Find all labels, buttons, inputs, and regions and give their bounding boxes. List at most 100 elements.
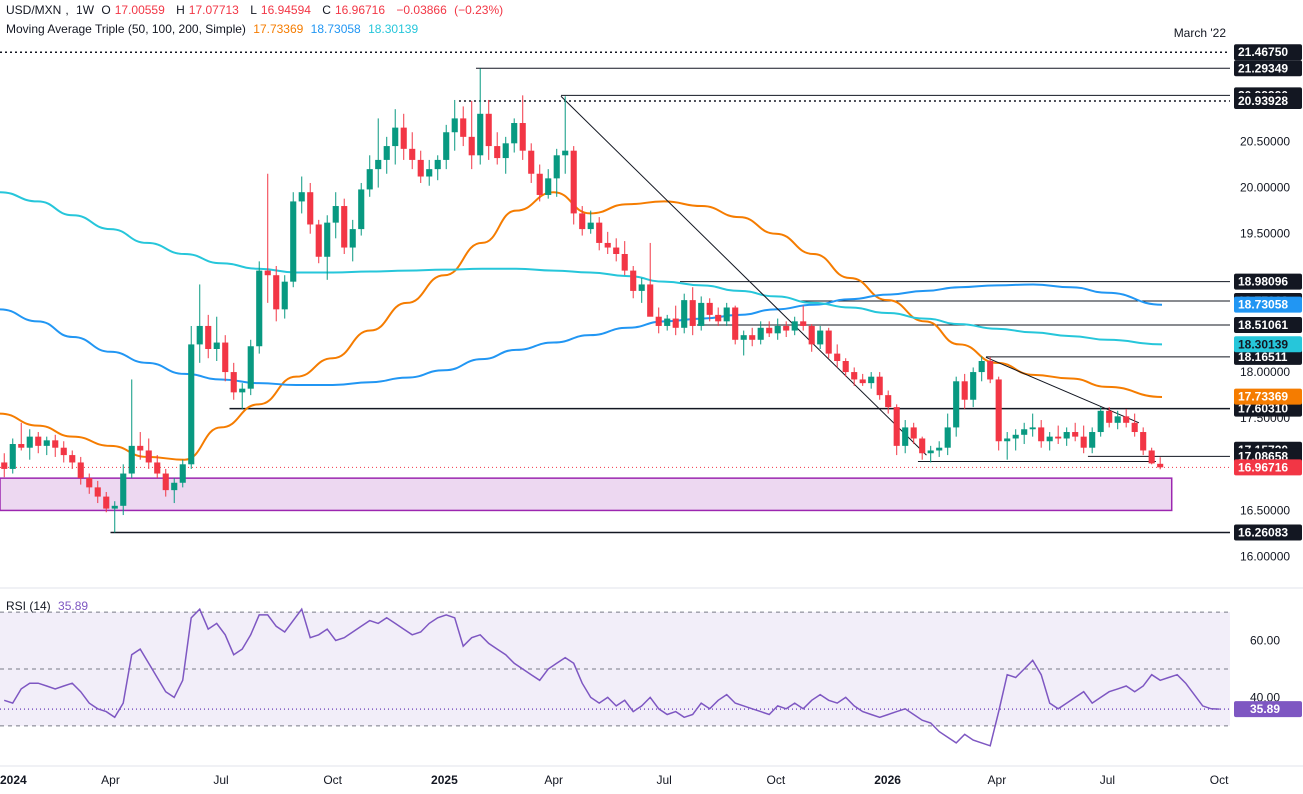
candle-121 bbox=[1029, 413, 1036, 437]
level-badge-8 bbox=[1234, 400, 1302, 417]
candle-111 bbox=[944, 413, 951, 456]
candle-body bbox=[290, 201, 297, 282]
candle-45 bbox=[383, 136, 390, 174]
candle-body bbox=[621, 254, 628, 271]
candle-body bbox=[970, 372, 977, 400]
candle-22 bbox=[188, 325, 195, 469]
candle-body bbox=[383, 146, 390, 160]
candle-body bbox=[120, 473, 127, 506]
candle-20 bbox=[171, 478, 178, 504]
price-badge-label-0: 18.73058 bbox=[1238, 298, 1288, 312]
candle-89 bbox=[757, 321, 764, 345]
candle-body bbox=[893, 407, 900, 446]
candle-112 bbox=[953, 376, 960, 437]
level-badge-label-8: 17.60310 bbox=[1238, 402, 1288, 416]
candle-body bbox=[222, 342, 229, 373]
candle-119 bbox=[1012, 429, 1019, 451]
candle-24 bbox=[205, 314, 212, 359]
candle-body bbox=[927, 450, 934, 454]
candle-body bbox=[740, 335, 747, 340]
candle-body bbox=[196, 325, 203, 345]
candle-134 bbox=[1140, 427, 1147, 456]
candle-51 bbox=[434, 155, 441, 181]
candle-30 bbox=[256, 261, 263, 354]
candle-33 bbox=[281, 275, 288, 319]
level-badge-label-0: 21.46750 bbox=[1238, 45, 1288, 59]
candle-body bbox=[375, 159, 382, 170]
candle-60 bbox=[511, 118, 518, 153]
candle-body bbox=[1097, 410, 1104, 433]
symbol-legend: USD/MXN, 1W O 17.00559 H 17.07713 L 16.9459… bbox=[6, 3, 504, 17]
candle-87 bbox=[740, 330, 747, 356]
candle-body bbox=[1012, 434, 1019, 439]
time-tick-0: 2024 bbox=[0, 773, 27, 787]
candle-92 bbox=[783, 321, 790, 338]
candle-69 bbox=[587, 210, 594, 234]
candle-body bbox=[69, 455, 76, 463]
candle-body bbox=[9, 444, 16, 469]
candle-49 bbox=[417, 150, 424, 183]
time-tick-9: Apr bbox=[988, 773, 1007, 787]
ma100-value: 18.73058 bbox=[310, 22, 361, 36]
rsi-tick-0: 40.00 bbox=[1250, 690, 1280, 704]
price-badge-2 bbox=[1234, 388, 1302, 405]
symbol-name[interactable]: USD/MXN bbox=[6, 3, 62, 17]
candle-58 bbox=[494, 132, 501, 165]
candle-80 bbox=[681, 293, 688, 334]
candle-body bbox=[766, 327, 773, 334]
rsi-legend[interactable]: RSI (14) 35.89 bbox=[6, 599, 92, 613]
time-axis[interactable]: 2024 Apr Jul Oct 2025 Apr Jul Oct 2026 Apr Jul Oct bbox=[0, 773, 1229, 787]
candle-32 bbox=[273, 265, 280, 322]
candle-body bbox=[434, 159, 441, 170]
candle-63 bbox=[536, 164, 543, 202]
ma-line-2 bbox=[0, 191, 1163, 346]
candle-27 bbox=[230, 362, 237, 400]
candle-109 bbox=[927, 445, 934, 463]
candle-body bbox=[460, 118, 467, 137]
candle-body bbox=[35, 436, 42, 446]
support-zone-rect bbox=[0, 477, 1173, 512]
candle-6 bbox=[52, 434, 59, 457]
candle-body bbox=[417, 159, 424, 177]
timeframe[interactable]: 1W bbox=[76, 3, 95, 17]
level-badge-7 bbox=[1234, 348, 1302, 365]
candle-body bbox=[179, 464, 186, 483]
candle-body bbox=[681, 300, 688, 328]
candle-body bbox=[451, 118, 458, 133]
rsi-tick-1: 60.00 bbox=[1250, 634, 1280, 648]
candle-body bbox=[553, 155, 560, 179]
candle-62 bbox=[528, 143, 535, 183]
candle-body bbox=[834, 353, 841, 361]
time-tick-11: Oct bbox=[1210, 773, 1229, 787]
candle-129 bbox=[1097, 407, 1104, 437]
candle-81 bbox=[689, 287, 696, 336]
rsi-legend-value: 35.89 bbox=[58, 599, 89, 613]
ma-legend[interactable]: Moving Average Triple (50, 100, 200, Sim… bbox=[6, 22, 422, 36]
candle-36 bbox=[307, 182, 314, 234]
price-axis[interactable]: 16.0000016.5000017.5000018.0000019.50000… bbox=[1234, 44, 1302, 718]
candle-96 bbox=[817, 325, 824, 350]
candle-61 bbox=[519, 95, 526, 160]
candle-body bbox=[757, 327, 764, 340]
candle-59 bbox=[502, 136, 509, 174]
time-tick-6: Jul bbox=[657, 773, 672, 787]
candle-5 bbox=[43, 436, 50, 456]
candle-13 bbox=[111, 501, 118, 533]
candle-44 bbox=[375, 118, 382, 188]
price-tick-4: 19.50000 bbox=[1240, 227, 1290, 241]
candle-body bbox=[52, 440, 59, 448]
time-tick-5: Apr bbox=[544, 773, 563, 787]
candle-body bbox=[332, 206, 339, 223]
candle-body bbox=[298, 192, 305, 202]
candle-body bbox=[349, 229, 356, 248]
candle-body bbox=[1089, 432, 1096, 448]
candle-body bbox=[230, 372, 237, 393]
candle-52 bbox=[443, 124, 450, 170]
candle-body bbox=[587, 222, 594, 230]
candle-15 bbox=[128, 379, 135, 479]
candle-body bbox=[511, 123, 518, 144]
candle-body bbox=[664, 318, 671, 326]
candle-70 bbox=[596, 217, 603, 251]
candle-body bbox=[808, 325, 815, 345]
